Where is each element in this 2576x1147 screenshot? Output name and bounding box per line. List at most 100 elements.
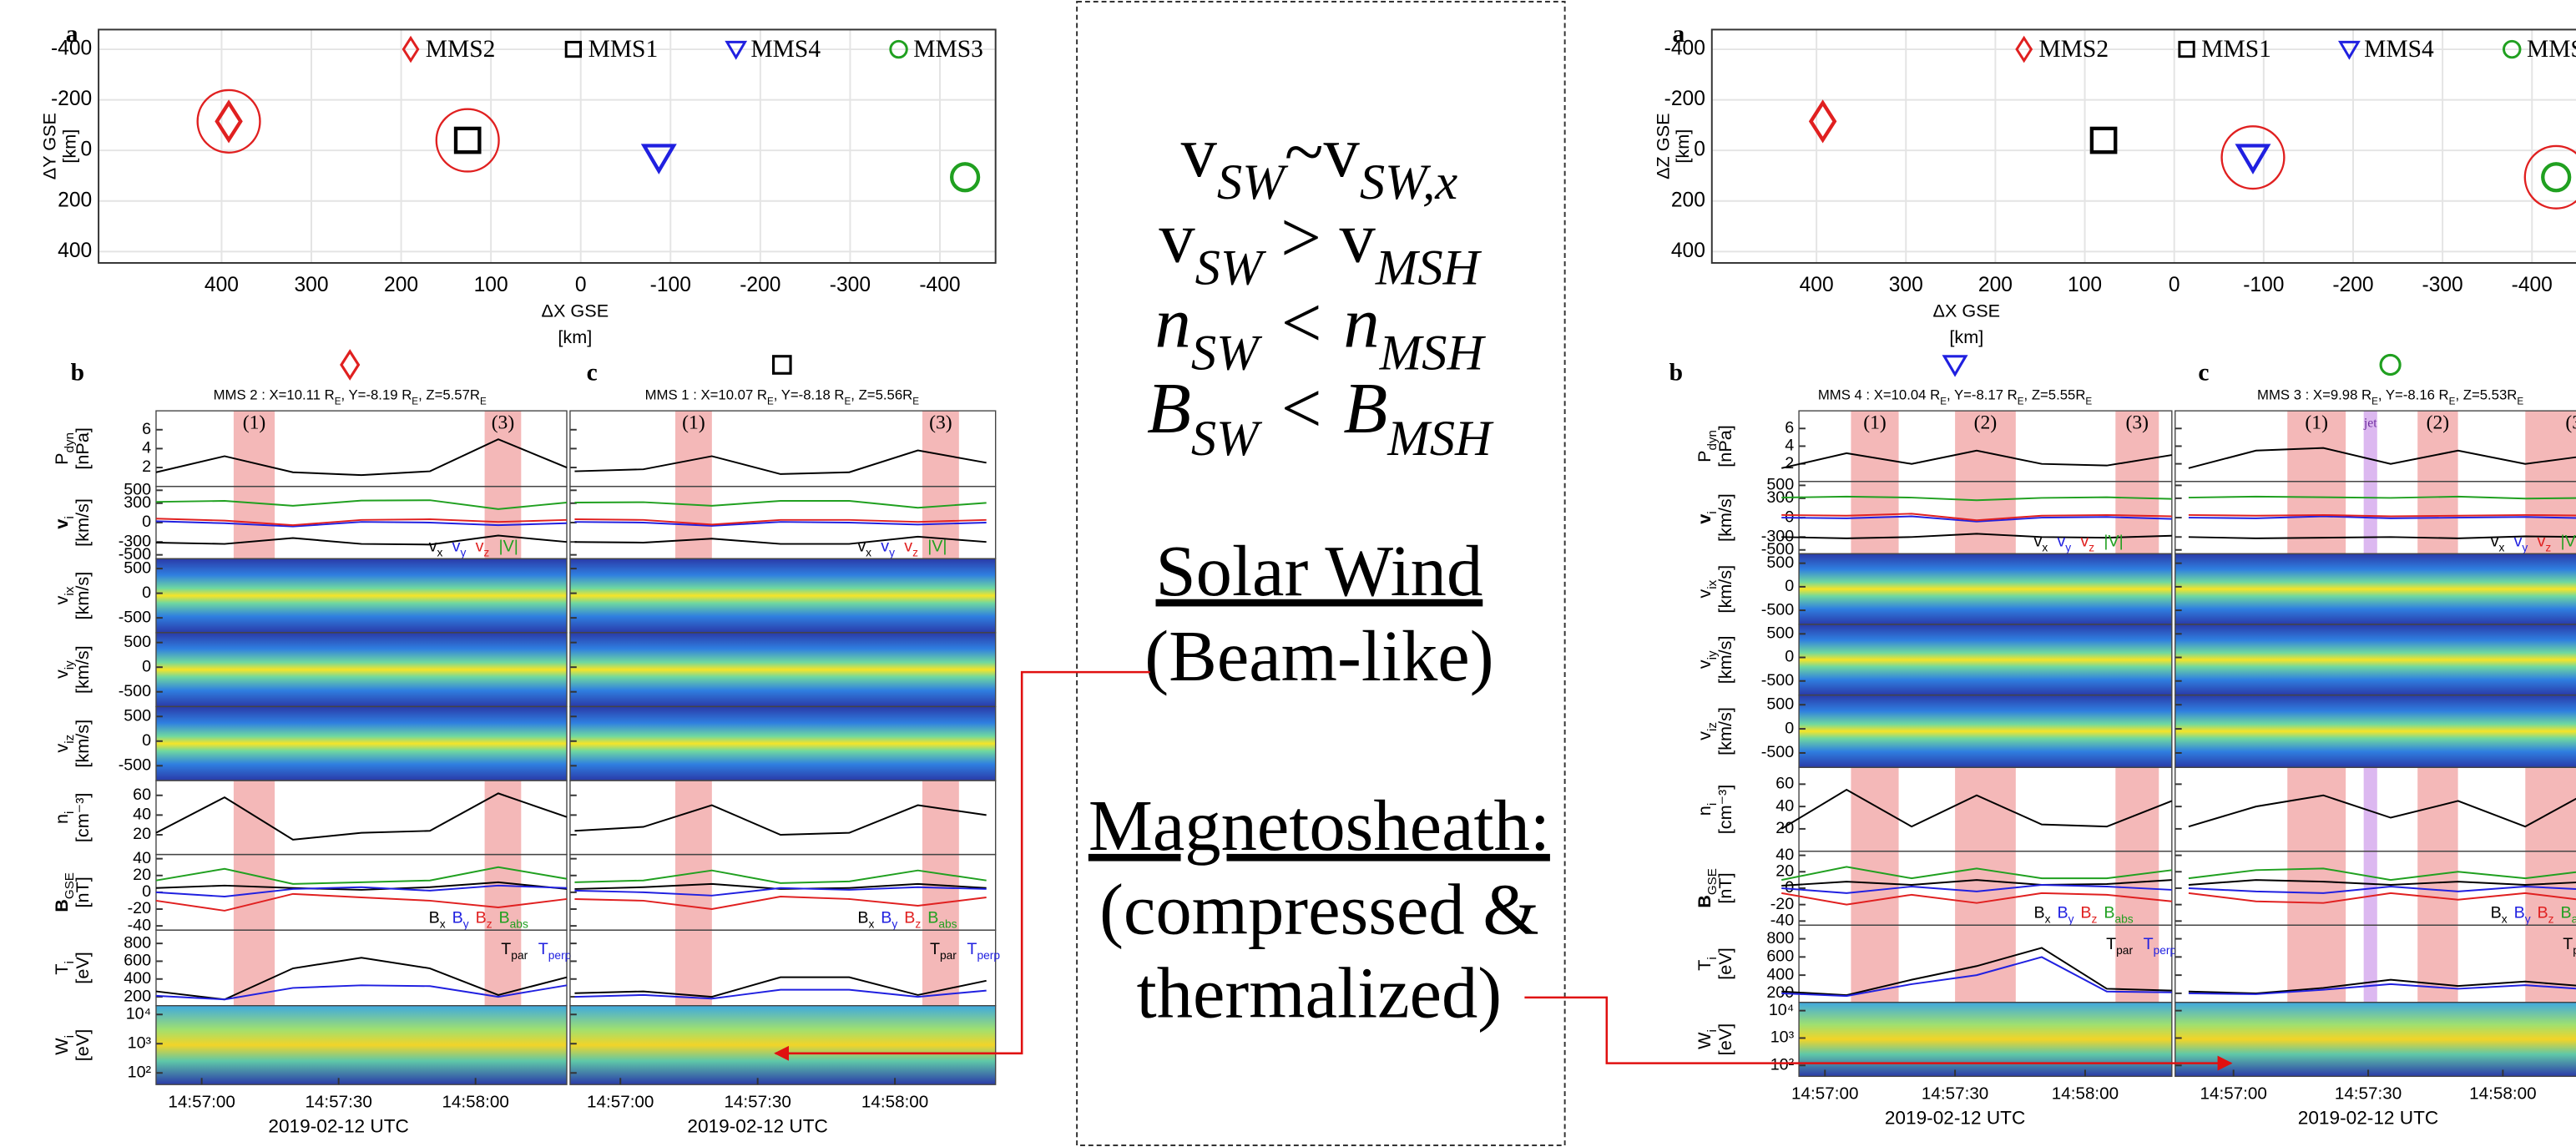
text-part: v	[1694, 731, 1715, 740]
y-tick-label: -500	[119, 608, 151, 626]
y-tick-label: 10³	[1770, 1028, 1795, 1047]
y-tick-label: 500	[124, 706, 151, 725]
x-tick-label: -200	[2332, 274, 2373, 296]
y-tick-label: 60	[1775, 775, 1794, 793]
x-axis-label: ΔX GSE	[1933, 301, 2001, 321]
subscript: SW	[1191, 411, 1263, 467]
subscript: E	[335, 396, 341, 407]
y-tick-label: 500	[124, 633, 151, 651]
text-part: ~v	[1285, 112, 1361, 192]
text-part: v	[1694, 659, 1715, 669]
y-tick-label: -300	[119, 532, 151, 550]
y-tick-label: 10⁴	[1769, 1001, 1794, 1019]
row-unit: [km/s]	[72, 645, 93, 694]
text-part: > v	[1262, 197, 1376, 277]
legend-label: |V|	[2104, 533, 2123, 551]
text-part: n	[1155, 283, 1191, 363]
y-axis-unit: [km]	[58, 129, 79, 164]
row-unit: [km/s]	[72, 498, 93, 547]
row-unit: [nPa]	[72, 427, 93, 470]
x-tick-label: 200	[384, 274, 418, 296]
spectrogram	[570, 706, 996, 781]
legend-label: |V|	[2561, 533, 2576, 551]
text-part: MMS 1 : X=10.07 R	[645, 387, 767, 403]
text-part: , Z=5.57R	[418, 387, 480, 403]
y-axis-label: ΔZ GSE	[1652, 113, 1673, 179]
row-unit: [nT]	[72, 877, 93, 907]
solar-wind-title: Solar Wind	[1156, 531, 1483, 611]
spectrogram	[1799, 553, 2172, 624]
x-tick-label: 14:58:00	[861, 1092, 928, 1111]
y-tick-label: 6	[142, 420, 151, 438]
row-unit: [km/s]	[72, 720, 93, 768]
y-tick-label: 0	[142, 731, 151, 750]
y-tick-label: 500	[1766, 624, 1794, 643]
row-unit: [km/s]	[72, 572, 93, 620]
row-unit: [km/s]	[1715, 707, 1735, 755]
x-tick-label: -400	[2512, 274, 2553, 296]
y-tick-label: 40	[133, 806, 151, 824]
subscript: MSH	[1386, 411, 1494, 467]
y-tick-label: 200	[124, 987, 151, 1005]
y-tick-label: -200	[1664, 88, 1705, 110]
x-axis-label: 2019-02-12 UTC	[1885, 1108, 2026, 1129]
y-tick-label: 0	[142, 513, 151, 531]
subscript: E	[2371, 396, 2378, 407]
row-unit: [km/s]	[1715, 565, 1735, 614]
y-tick-label: 0	[81, 139, 93, 161]
row-unit: [eV]	[72, 1029, 93, 1062]
text-part: n	[1694, 806, 1715, 816]
y-tick-label: -400	[51, 38, 92, 60]
subscript: SW	[1191, 326, 1263, 381]
x-tick-label: -200	[740, 274, 780, 296]
row-unit: [km/s]	[1715, 635, 1735, 684]
subscript: SW	[1195, 240, 1267, 296]
text-part: n	[51, 814, 72, 824]
legend-label: |V|	[499, 538, 518, 556]
text-part: v	[51, 519, 72, 529]
text-part: , Y=-8.18 R	[774, 387, 845, 403]
spectrogram	[2175, 553, 2576, 624]
y-tick-label: 800	[124, 933, 151, 952]
text-part: , Z=5.53R	[2455, 387, 2517, 403]
subscript: E	[767, 396, 774, 407]
y-axis-unit: [km]	[1672, 129, 1693, 164]
x-tick-label: 400	[205, 274, 239, 296]
y-tick-label: 500	[1766, 476, 1794, 494]
text-part: MMS 2 : X=10.11 R	[214, 387, 335, 403]
row-unit: [cm⁻³]	[1715, 785, 1735, 835]
text-part: , Y=-8.19 R	[341, 387, 412, 403]
y-tick-label: -500	[119, 682, 151, 700]
text-part: P	[51, 452, 72, 464]
y-axis-label: ΔY GSE	[39, 113, 60, 179]
y-tick-label: -400	[1664, 38, 1705, 60]
y-tick-label: 40	[133, 849, 151, 867]
text-part: , Y=-8.16 R	[2378, 387, 2449, 403]
y-tick-label: 0	[142, 584, 151, 602]
row-unit: [km/s]	[1715, 493, 1735, 542]
y-tick-label: 800	[1766, 929, 1794, 947]
x-tick-label: -100	[2243, 274, 2284, 296]
region-label: (3)	[492, 412, 515, 433]
y-tick-label: 10⁴	[126, 1004, 151, 1023]
subscript: MSH	[1375, 240, 1482, 296]
legend-label: |V|	[927, 538, 947, 556]
legend-label: MMS4	[2364, 36, 2434, 63]
row-unit: [nT]	[1715, 872, 1735, 903]
y-tick-label: 500	[1766, 695, 1794, 713]
spectrogram	[156, 558, 567, 633]
region-label: (2)	[2427, 412, 2450, 433]
y-tick-label: -500	[1761, 600, 1794, 619]
magnetosheath-desc: (compressed &	[1099, 869, 1539, 949]
x-axis-label: 2019-02-12 UTC	[268, 1115, 409, 1136]
region-label: jet	[2363, 416, 2377, 430]
text-part: T	[51, 964, 72, 975]
x-tick-label: 400	[1800, 274, 1834, 296]
equations: vSW~vSW,xvSW > vMSHnSW < nMSHBSW < BMSH	[1147, 112, 1494, 467]
text-part: v	[1181, 112, 1218, 192]
y-tick-label: 600	[124, 952, 151, 970]
x-tick-label: 200	[1978, 274, 2013, 296]
text-part: MMS 4 : X=10.04 R	[1818, 387, 1940, 403]
region-label: (3)	[929, 412, 952, 433]
y-tick-label: -200	[51, 88, 92, 110]
